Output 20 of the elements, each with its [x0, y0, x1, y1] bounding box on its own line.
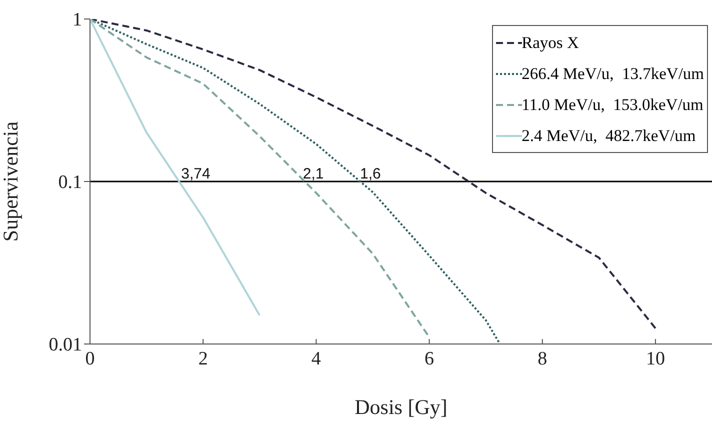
y-tick-label: 0.1 — [58, 172, 82, 194]
legend-label: Rayos X — [522, 32, 579, 54]
x-axis-title: Dosis [Gy] — [354, 395, 448, 419]
legend-label: 11.0 MeV/u, 153.0keV/um — [522, 94, 704, 116]
x-tick-label: 2 — [198, 348, 208, 370]
line-series — [90, 19, 430, 338]
annotation: 1,6 — [360, 166, 381, 182]
x-tick-label: 4 — [311, 348, 322, 370]
x-tick-label: 8 — [538, 348, 548, 370]
y-tick-label: 1 — [72, 10, 82, 31]
y-tick-label: 0.01 — [48, 334, 82, 356]
legend-label: 2.4 MeV/u, 482.7keV/um — [522, 125, 696, 147]
annotation: 2,1 — [302, 166, 324, 182]
line-series — [90, 19, 261, 316]
x-tick-label: 0 — [85, 348, 95, 370]
legend-label: 266.4 MeV/u, 13.7keV/um — [522, 63, 704, 85]
annotation: 3,74 — [181, 166, 210, 182]
x-tick-label: 10 — [646, 348, 665, 370]
y-axis-title: Supervivencia — [0, 120, 22, 242]
x-tick-label: 6 — [424, 348, 434, 370]
